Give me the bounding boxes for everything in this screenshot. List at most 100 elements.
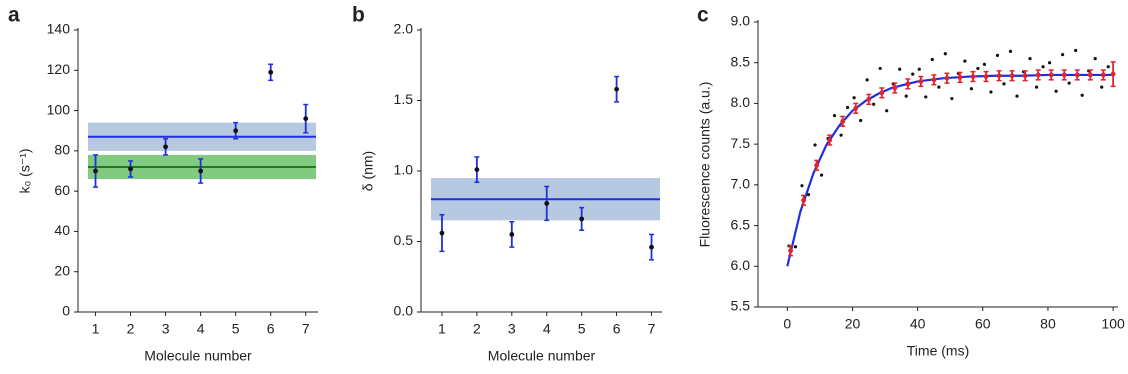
x-tick-label: 60	[975, 316, 991, 332]
data-point	[1008, 49, 1013, 53]
x-tick-label: 1	[438, 321, 446, 337]
y-axis-title: Fluorescence counts (a.u.)	[697, 82, 713, 248]
x-tick-label: 6	[267, 321, 275, 337]
data-point	[1041, 65, 1045, 69]
data-point	[982, 62, 987, 66]
data-point	[1009, 73, 1015, 79]
x-tick-label: 80	[1040, 316, 1056, 332]
y-tick-label: 60	[54, 182, 70, 198]
y-tick-label: 8.0	[731, 94, 751, 110]
data-point	[917, 67, 921, 71]
data-point	[872, 102, 876, 106]
y-tick-label: 140	[47, 21, 71, 37]
data-point	[1074, 72, 1080, 78]
data-point	[970, 74, 976, 79]
data-point	[1093, 57, 1097, 61]
x-tick-label: 40	[910, 316, 926, 332]
data-point	[649, 244, 654, 250]
data-point	[859, 118, 863, 123]
y-tick-label: 6.5	[731, 216, 751, 232]
data-point	[878, 66, 882, 71]
data-point	[905, 81, 911, 87]
data-point	[944, 75, 950, 81]
x-tick-label: 7	[302, 321, 310, 337]
y-tick-label: 0	[62, 303, 70, 319]
data-point	[1100, 72, 1106, 78]
x-tick-label: 4	[543, 321, 551, 337]
x-tick-label: 100	[1101, 316, 1125, 332]
data-point	[931, 77, 937, 83]
data-point	[1002, 82, 1006, 86]
data-point	[303, 116, 309, 122]
y-tick-label: 7.5	[731, 135, 751, 151]
data-point	[832, 114, 837, 118]
x-axis-title: Molecule number	[144, 348, 252, 364]
data-point	[969, 87, 973, 91]
y-axis-title: k₀ (s⁻¹)	[17, 148, 33, 193]
data-point	[924, 95, 928, 99]
data-point	[793, 245, 798, 249]
x-tick-label: 6	[613, 321, 621, 337]
data-point	[1054, 89, 1058, 93]
data-point	[93, 168, 98, 174]
y-tick-label: 0.0	[394, 303, 414, 319]
data-point	[509, 232, 515, 237]
y-tick-label: 5.5	[731, 298, 751, 314]
data-point	[853, 105, 859, 111]
y-tick-label: 6.0	[731, 257, 751, 273]
y-tick-label: 20	[54, 262, 70, 278]
data-point	[1047, 61, 1052, 65]
x-tick-label: 20	[845, 316, 861, 332]
y-tick-label: 80	[54, 142, 70, 158]
data-point	[995, 53, 1000, 57]
data-point	[866, 96, 872, 102]
data-point	[1034, 85, 1039, 89]
data-point	[233, 128, 239, 134]
data-point	[544, 201, 550, 206]
y-tick-label: 8.5	[731, 53, 751, 69]
data-point	[918, 79, 924, 84]
data-point	[128, 166, 133, 172]
data-point	[1035, 72, 1041, 78]
data-point	[898, 67, 902, 71]
x-tick-label: 7	[648, 321, 656, 337]
y-tick-label: 0.5	[394, 232, 414, 248]
data-point	[885, 109, 889, 113]
x-axis-title: Molecule number	[488, 348, 596, 364]
data-point	[801, 197, 807, 203]
data-point	[198, 168, 204, 174]
y-tick-label: 1.5	[394, 91, 414, 107]
y-tick-label: 2.0	[394, 21, 414, 37]
fit-line	[786, 73, 1114, 267]
data-point	[892, 85, 898, 91]
data-point	[1067, 81, 1071, 85]
y-tick-label: 40	[54, 222, 70, 238]
x-tick-label: 5	[578, 321, 586, 337]
data-point	[845, 105, 850, 110]
panel-label: c	[697, 4, 709, 27]
data-point	[840, 118, 846, 124]
data-point	[813, 143, 817, 147]
data-point	[976, 66, 980, 71]
data-point	[1015, 94, 1019, 98]
y-tick-label: 1.0	[394, 162, 414, 178]
data-point	[819, 173, 824, 177]
data-point	[579, 216, 585, 222]
panel-label: a	[8, 4, 20, 27]
data-point	[930, 57, 934, 62]
x-tick-label: 2	[127, 321, 135, 337]
data-point	[1048, 72, 1054, 78]
y-tick-label: 7.0	[731, 176, 751, 192]
data-point	[806, 193, 811, 197]
x-tick-label: 5	[232, 321, 240, 337]
data-point	[614, 86, 619, 92]
y-axis-title: δ (nm)	[360, 151, 376, 191]
data-point	[1028, 57, 1032, 61]
data-point	[788, 248, 793, 254]
data-point	[439, 230, 445, 236]
data-point	[957, 74, 963, 80]
data-point	[800, 184, 804, 188]
data-point	[827, 137, 833, 143]
panel-label: b	[352, 4, 365, 27]
